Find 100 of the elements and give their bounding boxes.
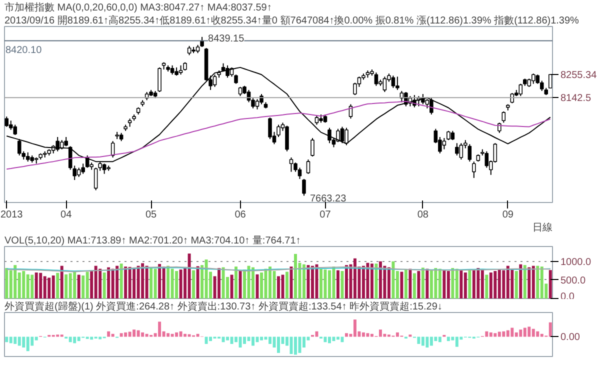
candlestick: [64, 136, 68, 147]
bar: [426, 268, 429, 298]
candlestick: [531, 73, 536, 84]
bar: [179, 331, 182, 337]
bar: [485, 274, 488, 298]
bar: [48, 278, 51, 298]
bar: [294, 336, 297, 355]
candlestick: [298, 167, 302, 180]
bar: [489, 272, 492, 298]
bar: [222, 267, 225, 298]
bar: [120, 333, 123, 337]
bar: [404, 270, 408, 298]
bar: [141, 332, 144, 337]
bar: [340, 271, 344, 298]
bar: [306, 265, 310, 298]
bar: [332, 336, 336, 342]
bar: [400, 272, 404, 298]
bar: [286, 272, 288, 298]
bar: [107, 267, 110, 298]
bar: [412, 273, 416, 298]
bar: [455, 268, 458, 298]
bar: [489, 332, 492, 337]
candlestick: [336, 128, 340, 143]
bar: [234, 266, 238, 298]
candlestick: [187, 45, 192, 56]
bar: [188, 254, 191, 298]
bar: [141, 263, 144, 298]
bar: [502, 331, 506, 337]
bar: [434, 336, 438, 342]
bar: [132, 268, 136, 298]
bar: [480, 270, 484, 298]
bar: [230, 336, 234, 344]
bar: [175, 271, 178, 298]
bar: [485, 331, 488, 337]
bar: [128, 266, 132, 298]
bar: [238, 270, 242, 298]
bar: [523, 265, 526, 298]
bar: [374, 264, 378, 298]
bar: [209, 336, 212, 342]
bar: [510, 328, 514, 337]
bar: [514, 332, 518, 337]
bar: [145, 266, 148, 298]
bar: [536, 331, 540, 337]
text: 0.00: [560, 332, 580, 344]
candlestick: [450, 130, 455, 141]
candlestick: [158, 66, 162, 92]
candlestick: [484, 150, 489, 168]
bar: [5, 336, 8, 342]
bar: [158, 322, 162, 337]
bar: [68, 336, 72, 342]
bar: [548, 270, 552, 298]
candlestick: [285, 125, 289, 152]
candlestick: [374, 72, 378, 86]
candlestick: [13, 124, 18, 136]
bar: [417, 271, 420, 298]
bar: [268, 336, 272, 344]
bar: [260, 272, 263, 298]
bar: [494, 333, 497, 337]
candlestick: [94, 167, 98, 191]
bar: [150, 267, 153, 298]
chart-title: 市加權指數 MA(0,0,20,60,0,0) MA3:8047.27↑ MA4:8037.59↑: [4, 2, 272, 14]
bar: [528, 326, 531, 337]
bar: [154, 268, 157, 298]
chart-title: VOL(5,10,20) MA1:713.89↑ MA2:701.20↑ MA3:704.10↑ 量:764.71↑: [4, 236, 301, 246]
candlestick: [4, 116, 9, 128]
candlestick: [302, 178, 306, 196]
bar: [468, 270, 472, 298]
bar: [247, 336, 250, 342]
candlestick: [212, 74, 217, 88]
bar: [353, 320, 356, 337]
bar: [158, 264, 162, 298]
bar: [179, 270, 182, 298]
bar: [166, 333, 170, 337]
bar: [438, 268, 442, 298]
bar: [252, 336, 254, 346]
candlestick: [268, 117, 272, 140]
bar: [426, 336, 429, 348]
bar: [430, 270, 433, 298]
annotation: 7663.23: [310, 194, 347, 205]
bar: [366, 333, 370, 337]
bar: [204, 260, 208, 298]
x-tick-label: 05: [145, 210, 158, 220]
bar: [344, 333, 348, 337]
bar: [446, 271, 450, 298]
bar: [498, 270, 501, 298]
bar: [417, 336, 420, 344]
chart-subtitle: 2013/09/16 開8189.61↑高8255.34↑低8189.61↑收8255.34↑量0 額7647084↑換0.00% 振0.81% 漲(112.86)1.39% 指數(112.86)1.39%: [4, 14, 580, 26]
bar: [52, 275, 55, 298]
candlestick: [344, 127, 348, 146]
candlestick: [17, 138, 22, 156]
candlestick: [396, 76, 400, 90]
bar: [277, 276, 280, 298]
bar: [430, 336, 433, 346]
bar: [94, 266, 98, 298]
bar: [247, 266, 250, 298]
candlestick: [289, 156, 294, 172]
bar: [421, 268, 424, 298]
bar: [5, 268, 8, 298]
bar: [506, 266, 510, 298]
bar: [548, 322, 552, 337]
